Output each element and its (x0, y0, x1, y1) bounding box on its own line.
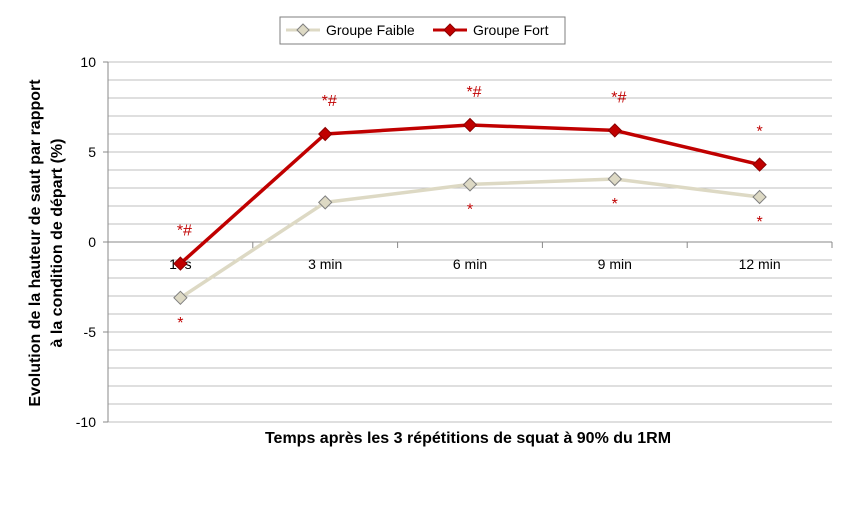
data-point (462, 177, 478, 192)
significance-annotation: *# (466, 84, 481, 101)
y-axis-title-line-1: Evolution de la hauteur de saut par rapp… (27, 79, 44, 407)
data-point (173, 256, 188, 271)
series-line (179, 123, 761, 265)
significance-annotation: *# (611, 89, 626, 106)
y-tick-label: -10 (76, 414, 96, 430)
data-point (173, 290, 188, 306)
x-tick-label: 12 min (739, 256, 781, 272)
series-line (179, 177, 760, 300)
significance-annotation: * (756, 214, 762, 231)
y-tick-label: 10 (80, 54, 96, 70)
data-point (752, 189, 767, 205)
legend: Groupe Faible Groupe Fort (279, 16, 566, 45)
legend-box (279, 16, 566, 45)
legend-marker-groupe-fort (443, 23, 457, 37)
data-point (607, 171, 623, 187)
significance-annotation: * (612, 196, 618, 213)
x-tick-label: 9 min (598, 256, 632, 272)
x-tick-label: 6 min (453, 256, 487, 272)
data-point (752, 157, 767, 172)
y-tick-label: 0 (88, 234, 96, 250)
significance-annotation: *# (322, 93, 337, 110)
y-axis-title-line-2: à la condition de départ (%) (49, 139, 66, 348)
x-axis-title: Temps après les 3 répétitions de squat à… (265, 430, 671, 447)
legend-label-groupe-fort: Groupe Fort (473, 22, 549, 38)
significance-annotation: * (756, 124, 762, 141)
legend-marker-groupe-faible (296, 23, 310, 37)
data-point (317, 195, 333, 210)
significance-annotation: * (177, 315, 183, 332)
significance-annotations: * * * * *# *# *# *# * (177, 84, 763, 332)
series-lines (173, 117, 767, 306)
y-tick-label: -5 (84, 324, 97, 340)
data-point (607, 123, 623, 138)
significance-annotation: * (467, 201, 473, 218)
y-tick-label: 5 (88, 144, 96, 160)
data-point (317, 126, 333, 142)
x-tick-label: 3 min (308, 256, 342, 272)
significance-annotation: *# (177, 223, 192, 240)
data-point (462, 117, 478, 133)
legend-label-groupe-faible: Groupe Faible (326, 22, 415, 38)
